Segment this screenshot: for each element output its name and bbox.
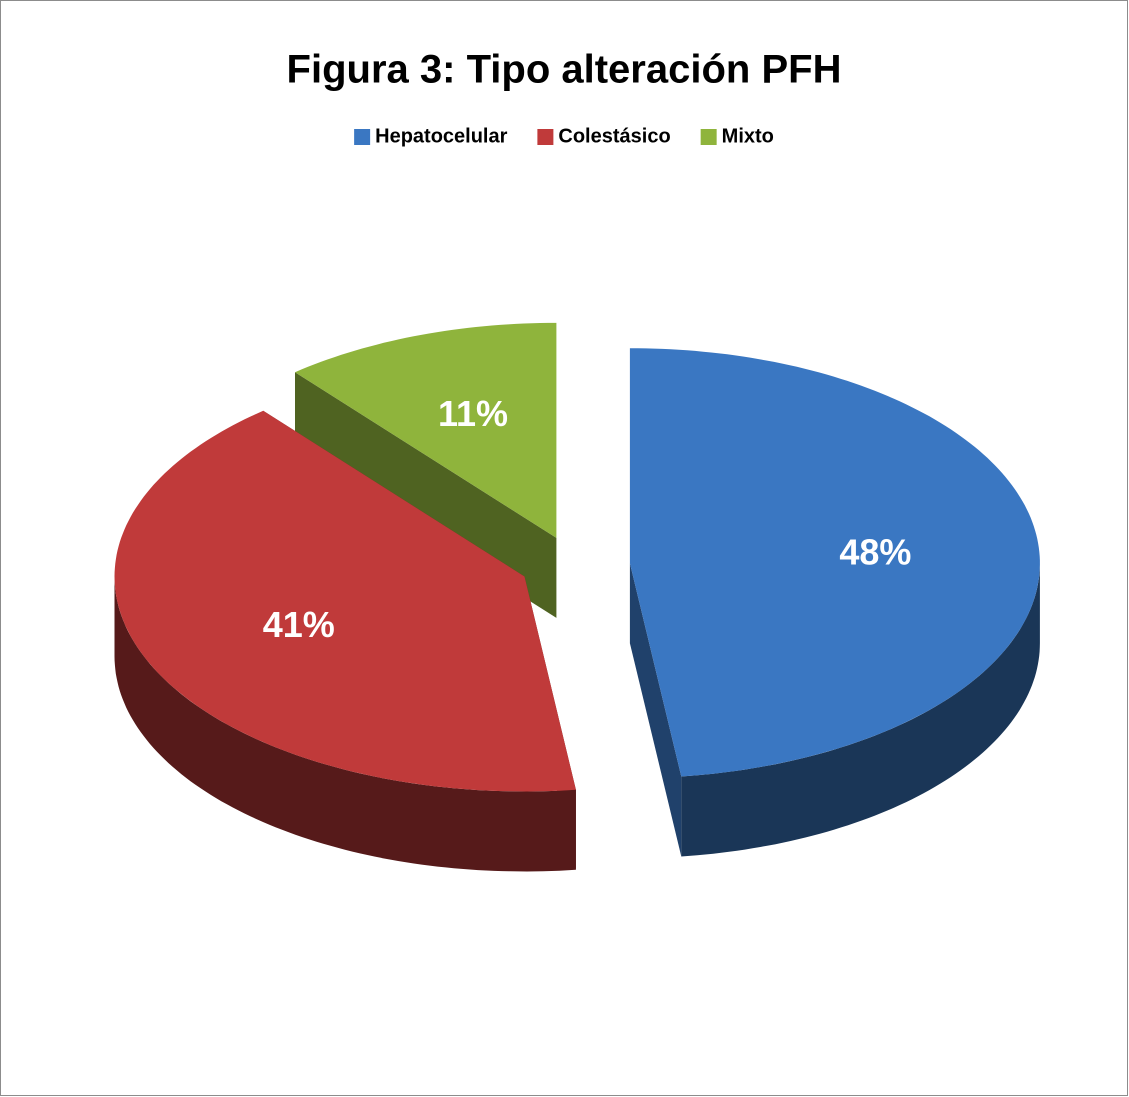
data-label: 11%: [438, 393, 508, 434]
legend-label: Mixto: [722, 125, 774, 147]
legend-swatch: [700, 129, 717, 145]
slice-cut-face: [629, 563, 682, 857]
legend-swatch: [354, 129, 371, 145]
data-label: 48%: [839, 532, 911, 573]
slice-side: [681, 563, 1040, 857]
legend: Hepatocelular Colestásico Mixto: [354, 125, 774, 147]
pie: 48% 41% 11%: [114, 322, 1040, 872]
slice: [114, 410, 576, 792]
data-label: 41%: [263, 604, 335, 645]
legend-label: Hepatocelular: [375, 125, 507, 147]
legend-swatch: [537, 129, 554, 145]
chart-title: Figura 3: Tipo alteración PFH: [287, 48, 842, 92]
slice: [295, 322, 557, 538]
slice: [629, 348, 1040, 777]
slice-side: [114, 576, 576, 872]
legend-label: Colestásico: [558, 125, 670, 147]
